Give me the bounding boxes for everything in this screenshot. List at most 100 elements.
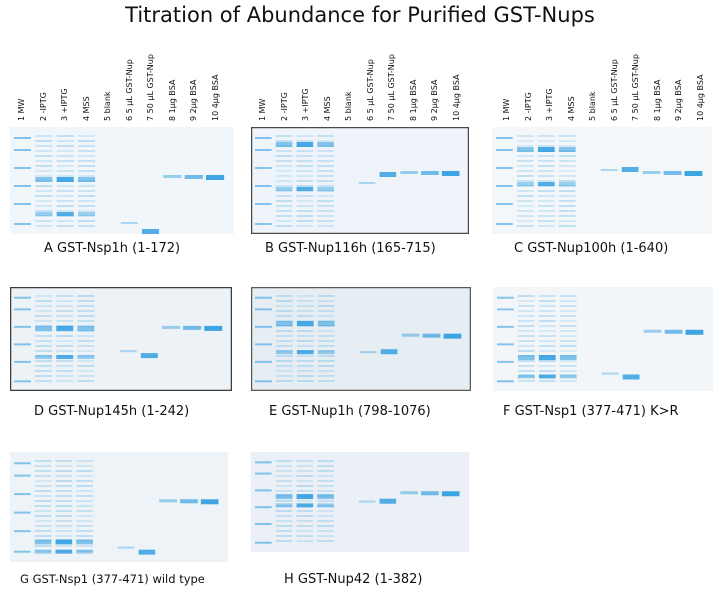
- gel-band: [35, 220, 52, 222]
- gel-band: [297, 480, 314, 482]
- gel-band: [14, 137, 31, 139]
- gel-band: [276, 315, 293, 317]
- gel-band: [297, 140, 314, 142]
- gel-band: [400, 491, 418, 494]
- gel-band: [276, 305, 293, 307]
- gel-band: [559, 180, 576, 182]
- gel-band: [35, 310, 52, 312]
- gel-band: [297, 185, 314, 187]
- gel-band: [276, 370, 293, 372]
- gel-band: [35, 530, 52, 532]
- gel-band: [317, 187, 334, 191]
- gel-band: [559, 140, 576, 142]
- gel-band: [255, 326, 272, 328]
- gel-band: [297, 321, 314, 326]
- gel-band: [518, 360, 535, 362]
- gel-band: [560, 374, 577, 378]
- gel-band: [276, 335, 293, 337]
- gel-band: [56, 500, 73, 502]
- gel-band: [56, 475, 73, 477]
- gel-band: [297, 485, 314, 487]
- gel-band: [518, 380, 535, 382]
- gel-band: [518, 325, 535, 327]
- gel-band: [56, 310, 73, 312]
- gel-band: [35, 370, 52, 372]
- gel-band: [57, 160, 74, 162]
- gel-band: [297, 340, 314, 342]
- gel-band: [539, 325, 556, 327]
- gel-band: [276, 520, 293, 522]
- gel-band: [538, 135, 555, 137]
- gel-band: [255, 506, 272, 508]
- gel-b-svg: [251, 127, 469, 234]
- gel-band: [77, 326, 94, 331]
- gel-band: [35, 145, 52, 147]
- gel-band: [255, 167, 272, 169]
- gel-band: [623, 374, 640, 379]
- gel-band: [76, 485, 93, 487]
- gel-band: [57, 190, 74, 192]
- gel-band: [77, 340, 94, 342]
- gel-band: [538, 145, 555, 147]
- gel-band: [297, 187, 314, 191]
- gel-band: [317, 530, 334, 532]
- gel-band: [78, 145, 95, 147]
- gel-band: [276, 155, 293, 157]
- gel-band: [78, 212, 95, 216]
- gel-band: [276, 460, 293, 462]
- gel-band: [56, 320, 73, 322]
- gel-band: [317, 525, 334, 527]
- gel-band: [78, 175, 95, 177]
- caption-e: E GST-Nup1h (798-1076): [269, 404, 431, 419]
- gel-band: [276, 142, 293, 147]
- gel-band: [317, 515, 334, 517]
- gel-band: [539, 300, 556, 302]
- gel-band: [76, 539, 93, 544]
- gel-band: [276, 187, 293, 191]
- gel-band: [276, 490, 293, 492]
- gel-band: [517, 147, 534, 152]
- gel-band: [297, 195, 314, 197]
- gel-band: [255, 489, 272, 491]
- gel-band: [297, 535, 314, 537]
- gel-band: [539, 330, 556, 332]
- gel-band: [559, 147, 576, 152]
- gel-band: [297, 510, 314, 512]
- gel-band: [538, 182, 555, 186]
- gel-band: [497, 361, 514, 363]
- gel-band: [518, 370, 535, 372]
- gel-band: [297, 470, 314, 472]
- gel-band: [14, 475, 31, 477]
- gel-band: [317, 170, 334, 172]
- gel-band: [35, 365, 52, 367]
- gel-band: [297, 150, 314, 152]
- gel-band: [35, 200, 52, 202]
- gel-band: [35, 320, 52, 322]
- gel-band: [643, 171, 661, 174]
- gel-band: [517, 155, 534, 157]
- gel-band: [77, 320, 94, 322]
- gel-band: [297, 330, 314, 332]
- gel-band: [78, 210, 95, 212]
- gel-band: [206, 175, 224, 180]
- gel-band: [538, 215, 555, 217]
- lane-label: 8 1µg BSA: [653, 80, 662, 121]
- gel-band: [560, 320, 577, 322]
- gel-band: [297, 365, 314, 367]
- gel-band: [297, 460, 314, 462]
- gel-band: [318, 360, 335, 362]
- gel-band: [255, 461, 272, 463]
- gel-band: [276, 175, 293, 177]
- gel-band: [317, 540, 334, 542]
- gel-band: [518, 350, 535, 352]
- gel-band: [297, 370, 314, 372]
- gel-band: [539, 305, 556, 307]
- gel-band: [14, 326, 31, 328]
- gel-band: [359, 501, 376, 503]
- gel-band: [35, 550, 52, 554]
- gel-band: [517, 220, 534, 222]
- gel-band: [517, 210, 534, 212]
- gel-band: [665, 330, 683, 334]
- gel-band: [35, 535, 52, 537]
- gel-band: [57, 170, 74, 172]
